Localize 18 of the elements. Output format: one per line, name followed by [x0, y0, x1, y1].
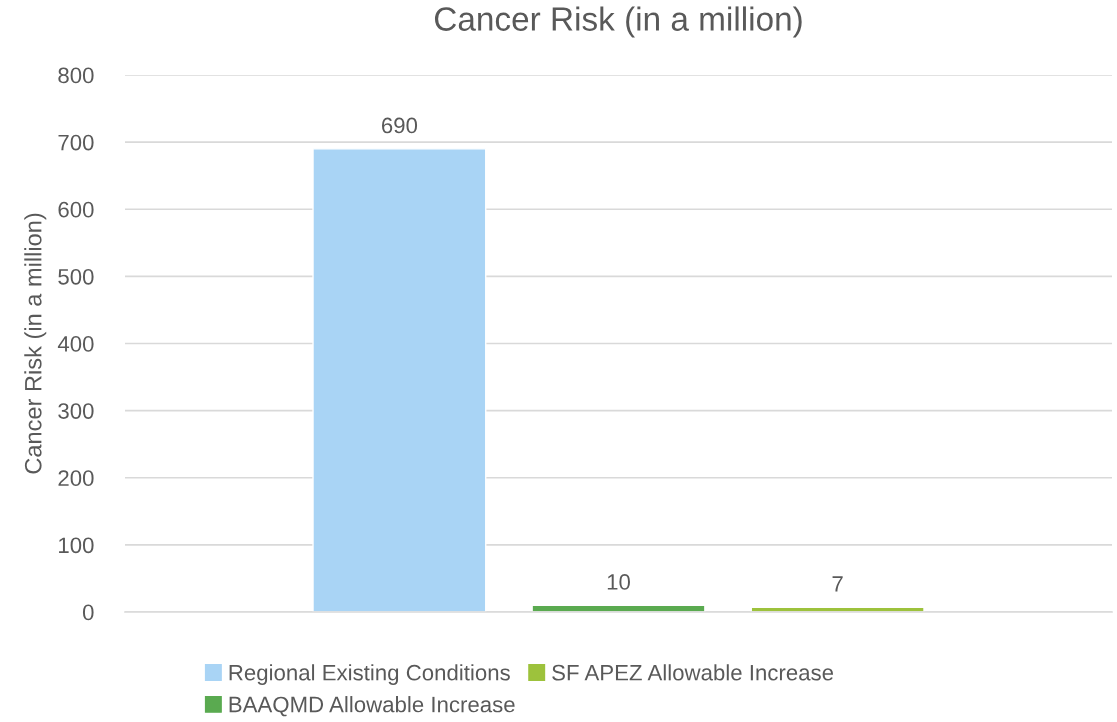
bar — [312, 148, 487, 612]
chart-title: Cancer Risk (in a million) — [434, 6, 802, 38]
data-label: 7 — [832, 576, 843, 592]
y-tick-label: 300 — [58, 403, 94, 419]
y-tick-label: 600 — [58, 201, 94, 218]
y-tick-label: 400 — [57, 336, 94, 352]
data-label: 690 — [381, 117, 418, 134]
data-label: 10 — [607, 574, 630, 590]
y-tick-label: 700 — [58, 134, 94, 151]
y-tick-label: 200 — [58, 470, 94, 487]
y-tick-label: 0 — [82, 604, 94, 621]
legend-label: Regional Existing Conditions — [229, 664, 510, 685]
legend-label: BAAQMD Allowable Increase — [229, 696, 515, 717]
y-axis-title: Cancer Risk (in a million) — [24, 213, 47, 474]
y-tick-label: 500 — [58, 268, 94, 285]
legend-label: SF APEZ Allowable Increase — [552, 664, 834, 681]
y-tick-label: 800 — [58, 67, 94, 84]
y-tick-label: 100 — [59, 537, 94, 554]
